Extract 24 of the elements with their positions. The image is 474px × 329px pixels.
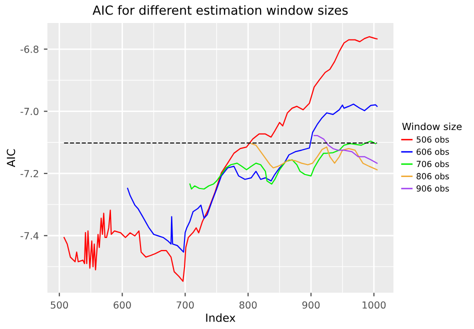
legend-label: 906 obs xyxy=(416,185,449,192)
legend-label: 806 obs xyxy=(416,172,449,180)
y-tick-label: -7.4 xyxy=(20,232,39,240)
legend-title: Window size xyxy=(402,122,462,130)
y-tick-label: -7.0 xyxy=(20,108,38,116)
legend-label: 506 obs xyxy=(416,136,449,143)
y-axis-title: AIC xyxy=(6,149,16,168)
x-tick-label: 500 xyxy=(50,301,68,309)
x-tick-label: 700 xyxy=(176,301,194,309)
line-series xyxy=(314,134,378,164)
x-tick-label: 900 xyxy=(302,301,320,309)
y-tick-label: -7.2 xyxy=(20,170,38,178)
line-series xyxy=(64,36,378,282)
chart-title: AIC for different estimation window sizes xyxy=(92,5,348,15)
line-series xyxy=(127,104,378,253)
x-tick-label: 800 xyxy=(239,301,257,309)
legend-label: 706 obs xyxy=(416,160,449,168)
x-tick-label: 1000 xyxy=(362,301,386,309)
x-axis-title: Index xyxy=(206,313,236,322)
line-series xyxy=(250,143,378,170)
legend-label: 606 obs xyxy=(416,148,449,155)
line-series xyxy=(189,140,376,190)
x-tick-label: 600 xyxy=(114,301,131,309)
y-tick-label: -6.8 xyxy=(20,46,38,53)
